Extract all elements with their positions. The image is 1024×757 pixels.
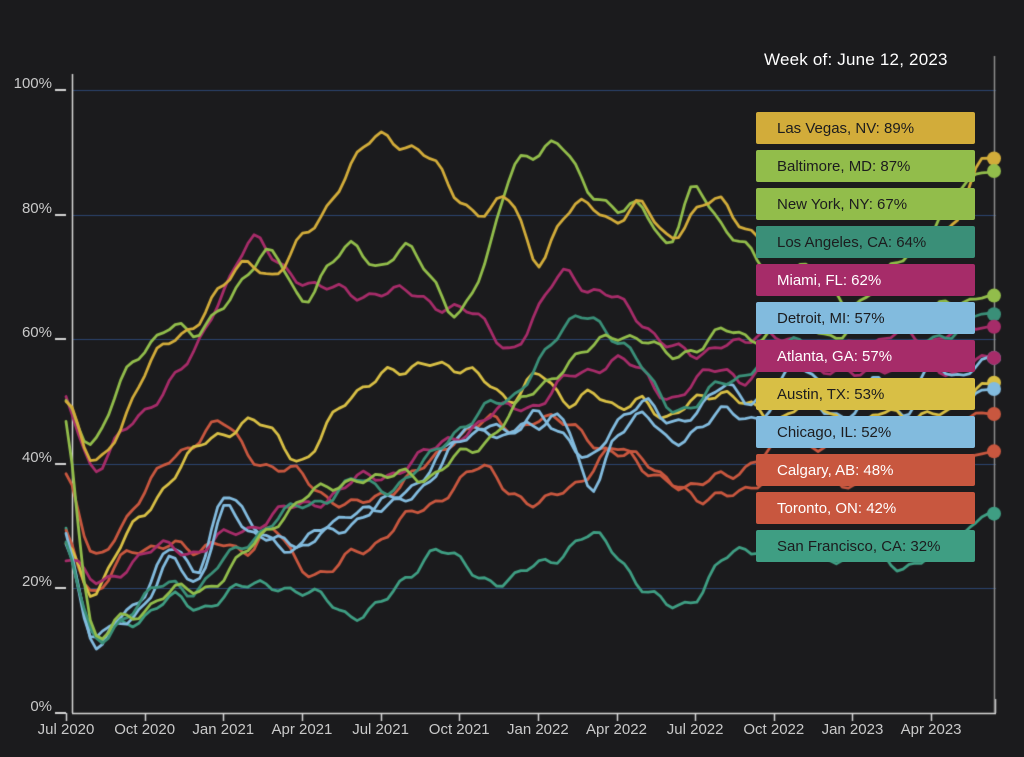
- x-tick-label: Jan 2022: [506, 721, 569, 738]
- legend-chip-label: Calgary, AB: 48%: [777, 461, 894, 479]
- legend-chip-label: Atlanta, GA: 57%: [777, 347, 893, 365]
- legend-chip-austin-tx[interactable]: Austin, TX: 53%: [756, 378, 975, 410]
- legend-chip-label: Toronto, ON: 42%: [777, 499, 897, 517]
- legend-chip-calgary-ab[interactable]: Calgary, AB: 48%: [756, 454, 975, 486]
- legend-chip-san-francisco-ca[interactable]: San Francisco, CA: 32%: [756, 530, 975, 562]
- x-tick-label: Jan 2023: [821, 721, 884, 738]
- x-tick-label: Jul 2022: [666, 721, 724, 738]
- y-tick-label: 100%: [13, 75, 52, 92]
- y-tick-label: 0%: [30, 698, 52, 715]
- x-tick-label: Apr 2021: [271, 721, 333, 738]
- week-of-label: Week of: June 12, 2023: [764, 50, 948, 69]
- legend-chip-chicago-il[interactable]: Chicago, IL: 52%: [756, 416, 975, 448]
- legend-chip-label: Chicago, IL: 52%: [777, 423, 892, 441]
- x-tick-label: Jan 2021: [192, 721, 255, 738]
- legend-chip-miami-fl[interactable]: Miami, FL: 62%: [756, 264, 975, 296]
- x-tick-label: Jul 2020: [37, 721, 95, 738]
- legend-chip-las-vegas-nv[interactable]: Las Vegas, NV: 89%: [756, 112, 975, 144]
- y-tick-label: 60%: [21, 324, 52, 342]
- legend-chip-baltimore-md[interactable]: Baltimore, MD: 87%: [756, 150, 975, 182]
- legend-chip-label: Los Angeles, CA: 64%: [777, 233, 927, 251]
- x-tick-label: Oct 2020: [114, 721, 176, 738]
- legend-chip-label: New York, NY: 67%: [777, 195, 908, 213]
- y-tick-label: 40%: [21, 448, 52, 466]
- x-tick-label: Jul 2021: [352, 721, 409, 738]
- x-tick-label: Oct 2021: [428, 721, 490, 738]
- legend-chip-label: Austin, TX: 53%: [777, 385, 885, 403]
- legend-chip-label: Las Vegas, NV: 89%: [777, 119, 915, 137]
- legend-chip-los-angeles-ca[interactable]: Los Angeles, CA: 64%: [756, 226, 975, 258]
- x-tick-label: Apr 2022: [586, 721, 647, 738]
- legend-chip-atlanta-ga[interactable]: Atlanta, GA: 57%: [756, 340, 975, 372]
- legend-chip-label: San Francisco, CA: 32%: [777, 537, 941, 555]
- legend-chip-new-york-ny[interactable]: New York, NY: 67%: [756, 188, 975, 220]
- legend-chip-label: Miami, FL: 62%: [777, 271, 882, 289]
- legend-chip-label: Baltimore, MD: 87%: [777, 157, 911, 175]
- legend-chip-label: Detroit, MI: 57%: [777, 309, 885, 327]
- legend-chip-toronto-on[interactable]: Toronto, ON: 42%: [756, 492, 975, 524]
- legend-chip-detroit-mi[interactable]: Detroit, MI: 57%: [756, 302, 975, 334]
- y-tick-label: 20%: [21, 573, 52, 591]
- y-tick-label: 80%: [21, 199, 52, 217]
- x-tick-label: Apr 2023: [900, 721, 962, 738]
- x-tick-label: Oct 2022: [743, 721, 805, 738]
